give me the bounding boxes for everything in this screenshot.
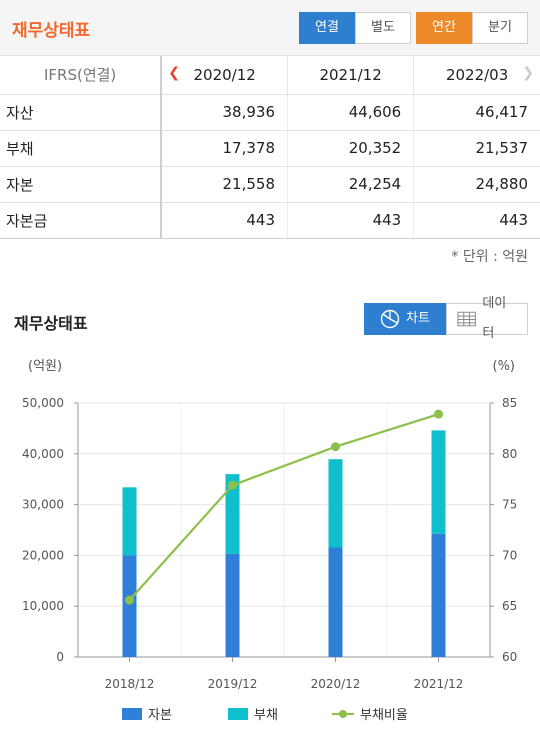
y-tick-label-left: 40,000 xyxy=(22,447,64,461)
chart-view-label: 차트 xyxy=(406,311,430,326)
legend-swatch xyxy=(122,708,142,720)
bar-자본 xyxy=(431,533,446,657)
legend-swatch xyxy=(228,708,248,720)
quarterly-button[interactable]: 분기 xyxy=(472,12,528,44)
y-tick-label-left: 20,000 xyxy=(22,548,64,562)
year-header: 2022/03 ❯ xyxy=(413,56,540,95)
table-row: 자본 21,558 24,254 24,880 xyxy=(0,166,540,203)
pie-chart-icon xyxy=(380,309,400,329)
cell-value: 44,606 xyxy=(287,94,415,131)
y-tick-label-left: 30,000 xyxy=(22,498,64,512)
x-tick-label: 2021/12 xyxy=(414,677,464,691)
financial-table: IFRS(연결) ❮ 2020/12 2021/12 2022/03 ❯ 자산 … xyxy=(0,56,540,239)
x-tick-label: 2019/12 xyxy=(208,677,258,691)
data-view-label: 데이터 xyxy=(482,296,507,341)
chart-section-title: 재무상태표 xyxy=(14,314,88,333)
bar-부채 xyxy=(328,459,343,548)
bar-부채 xyxy=(225,474,240,554)
table-row: 자산 38,936 44,606 46,417 xyxy=(0,94,540,131)
chart-view-button[interactable]: 차트 xyxy=(364,303,446,335)
period-toggle: 연간 분기 xyxy=(416,12,528,44)
y-tick-label-right: 75 xyxy=(502,498,517,512)
data-view-button[interactable]: 데이터 xyxy=(446,296,528,341)
cell-value: 38,936 xyxy=(161,94,289,131)
cell-value: 443 xyxy=(413,202,540,239)
y-axis-label-right: (%) xyxy=(493,359,516,374)
cell-value: 20,352 xyxy=(287,130,415,167)
year-header-label: 2020/12 xyxy=(193,65,256,84)
financial-chart: 0 60 10,000 65 20,000 70 30,000 75 40,000 80 50,00… xyxy=(22,359,517,723)
header: 재무상태표 연결 별도 연간 분기 xyxy=(0,0,540,56)
table-row: 부채 17,378 20,352 21,537 xyxy=(0,130,540,167)
y-tick-label-left: 50,000 xyxy=(22,396,64,410)
year-header: ❮ 2020/12 xyxy=(161,56,289,95)
cell-value: 443 xyxy=(161,202,289,239)
point-부채비율 xyxy=(434,409,443,419)
y-tick-label-right: 60 xyxy=(502,650,517,664)
bar-부채 xyxy=(431,430,446,534)
row-label: 자본 xyxy=(0,166,163,203)
cell-value: 21,558 xyxy=(161,166,289,203)
bar-자본 xyxy=(225,553,240,657)
separate-button[interactable]: 별도 xyxy=(355,12,411,44)
view-toggle: 차트 데이터 xyxy=(364,296,528,341)
legend-label: 부채비율 xyxy=(360,708,408,723)
unit-note: * 단위 : 억원 xyxy=(451,249,528,265)
y-axis-label-left: (억원) xyxy=(28,359,62,374)
cell-value: 21,537 xyxy=(413,130,540,167)
bar-자본 xyxy=(328,547,343,657)
cell-value: 17,378 xyxy=(161,130,289,167)
legend-label: 부채 xyxy=(254,708,278,723)
y-tick-label-right: 70 xyxy=(502,548,517,562)
chevron-right-icon[interactable]: ❯ xyxy=(522,65,534,81)
cell-value: 46,417 xyxy=(413,94,540,131)
chevron-left-icon[interactable]: ❮ xyxy=(168,65,181,81)
point-부채비율 xyxy=(331,442,340,452)
row-label: 부채 xyxy=(0,130,163,167)
consolidation-toggle: 연결 별도 xyxy=(299,12,411,44)
legend-swatch-dot xyxy=(339,710,347,718)
y-tick-label-right: 80 xyxy=(502,447,517,461)
cell-value: 443 xyxy=(287,202,415,239)
year-header: 2021/12 xyxy=(287,56,415,95)
y-tick-label-left: 0 xyxy=(56,650,64,664)
line-부채비율 xyxy=(128,413,439,601)
year-header-label: 2022/03 xyxy=(445,65,509,84)
table-row: 자본금 443 443 443 xyxy=(0,202,540,239)
legend-label: 자본 xyxy=(148,708,172,723)
year-header-label: 2021/12 xyxy=(319,65,382,84)
page-title: 재무상태표 xyxy=(12,21,91,41)
cell-value: 24,880 xyxy=(413,166,540,203)
table-header-row: IFRS(연결) ❮ 2020/12 2021/12 2022/03 ❯ xyxy=(0,56,540,95)
x-tick-label: 2020/12 xyxy=(311,677,361,691)
table-icon xyxy=(457,311,476,327)
row-label: 자본금 xyxy=(0,202,163,239)
cell-value: 24,254 xyxy=(287,166,415,203)
x-tick-label: 2018/12 xyxy=(105,677,155,691)
annual-button[interactable]: 연간 xyxy=(416,12,472,44)
consolidated-button[interactable]: 연결 xyxy=(299,12,355,44)
point-부채비율 xyxy=(125,595,134,605)
y-tick-label-right: 85 xyxy=(502,396,517,410)
bar-부채 xyxy=(122,487,137,556)
bar-자본 xyxy=(122,555,137,657)
y-tick-label-left: 10,000 xyxy=(22,599,64,613)
y-tick-label-right: 65 xyxy=(502,599,517,613)
row-label: 자산 xyxy=(0,94,163,131)
table-header-label: IFRS(연결) xyxy=(0,56,163,95)
point-부채비율 xyxy=(228,480,237,490)
